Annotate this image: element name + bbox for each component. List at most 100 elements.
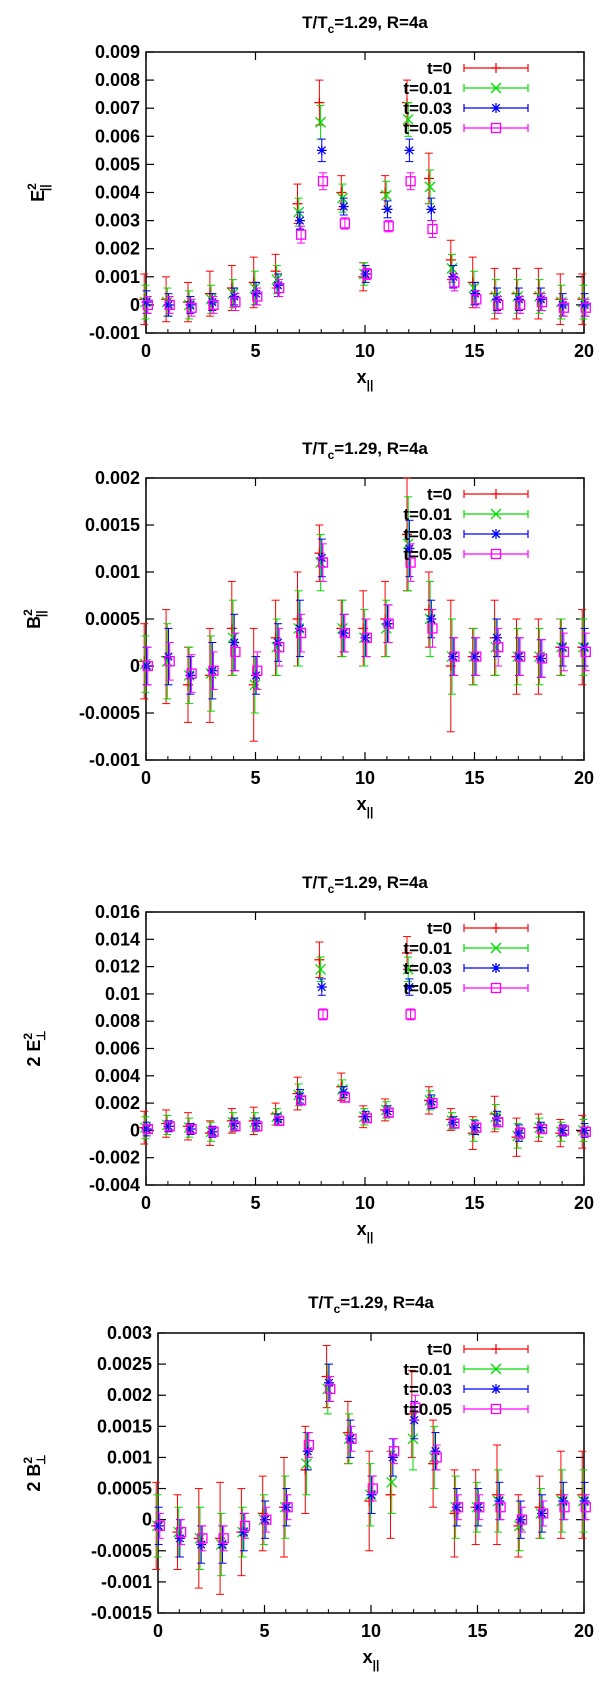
x-tick-label: 15 bbox=[464, 341, 484, 361]
data-point bbox=[163, 1121, 174, 1132]
x-tick-label: 0 bbox=[141, 341, 151, 361]
data-point bbox=[494, 1496, 505, 1506]
y-tick-label: -0.0005 bbox=[91, 1541, 152, 1561]
data-point bbox=[405, 557, 416, 568]
series-2 bbox=[139, 102, 589, 320]
x-tick-label: 5 bbox=[250, 768, 260, 788]
data-point bbox=[446, 262, 458, 274]
data-point bbox=[301, 1458, 312, 1470]
legend-label: t=0.05 bbox=[403, 979, 452, 998]
data-point bbox=[449, 651, 460, 662]
data-point bbox=[208, 665, 219, 676]
legend-label: t=0.03 bbox=[403, 525, 452, 544]
data-point bbox=[427, 223, 438, 235]
data-point bbox=[164, 1121, 175, 1132]
data-point bbox=[324, 1377, 334, 1388]
legend-marker bbox=[490, 82, 502, 94]
legend-label: t=0.01 bbox=[403, 505, 452, 524]
data-point bbox=[495, 1502, 506, 1513]
y-tick-label: 0.01 bbox=[105, 984, 140, 1004]
y-tick-label: 0.001 bbox=[107, 1447, 152, 1467]
y-tick-label: 0.016 bbox=[95, 902, 140, 922]
data-point bbox=[315, 116, 327, 128]
data-point bbox=[174, 1533, 185, 1544]
legend-marker bbox=[490, 1403, 502, 1415]
data-point bbox=[317, 176, 329, 187]
data-point bbox=[339, 627, 351, 639]
data-point bbox=[430, 1446, 441, 1457]
chart-title: T/Tc=1.29, R=4a bbox=[308, 1293, 434, 1316]
data-point bbox=[449, 277, 460, 288]
legend-marker bbox=[491, 923, 501, 933]
data-point bbox=[261, 1514, 272, 1525]
data-point bbox=[431, 1452, 442, 1463]
legend-marker bbox=[490, 942, 502, 954]
legend-marker bbox=[491, 63, 501, 73]
data-point bbox=[339, 1092, 351, 1103]
chart-panel-1: T/Tc=1.29, R=4a-0.00100.0010.0020.0030.0… bbox=[25, 13, 594, 392]
data-point bbox=[426, 614, 437, 624]
y-tick-label: 0.002 bbox=[95, 468, 140, 488]
data-point bbox=[361, 268, 372, 280]
data-point bbox=[295, 627, 307, 639]
x-tick-label: 0 bbox=[153, 1621, 163, 1641]
legend-marker bbox=[491, 529, 501, 539]
legend-label: t=0.05 bbox=[403, 1400, 452, 1419]
chart-panel-3: T/Tc=1.29, R=4a -0.004 -0.002 0 0.002 0.004 0.… bbox=[21, 873, 594, 1244]
data-point bbox=[295, 1095, 307, 1106]
legend: t=0t=0.01t=0.03t=0.05 bbox=[403, 1340, 529, 1419]
data-point bbox=[449, 1118, 460, 1129]
data-point bbox=[142, 299, 153, 311]
series-3 bbox=[141, 978, 590, 1142]
data-point bbox=[303, 1439, 315, 1451]
data-point bbox=[493, 299, 504, 311]
y-axis-label: 2 B2⊥ bbox=[21, 1454, 48, 1491]
data-point bbox=[383, 618, 394, 629]
data-point bbox=[207, 297, 218, 308]
data-point bbox=[229, 1118, 240, 1129]
legend-label: t=0.01 bbox=[403, 79, 452, 98]
x-tick-label: 15 bbox=[464, 1193, 484, 1213]
y-tick-label: -0.001 bbox=[101, 1572, 152, 1592]
y-tick-label: 0 bbox=[130, 295, 140, 315]
y-tick-label: 0 bbox=[130, 1120, 140, 1140]
y-tick-label: -0.001 bbox=[89, 750, 140, 770]
legend-label: t=0.01 bbox=[403, 939, 452, 958]
legend-marker bbox=[491, 1384, 501, 1394]
x-tick-label: 0 bbox=[141, 768, 151, 788]
data-point bbox=[404, 543, 415, 554]
data-point bbox=[580, 1502, 591, 1513]
y-tick-label: -0.001 bbox=[89, 323, 140, 343]
legend-label: t=0.05 bbox=[403, 545, 452, 564]
data-point bbox=[249, 679, 261, 691]
y-tick-label: 0.002 bbox=[95, 239, 140, 259]
data-point bbox=[536, 296, 548, 308]
legend-label: t=0.03 bbox=[403, 1380, 452, 1399]
data-point bbox=[558, 1496, 569, 1506]
y-tick-label: 0.009 bbox=[95, 42, 140, 62]
data-point bbox=[218, 1533, 229, 1544]
data-point bbox=[452, 1502, 464, 1513]
series-4 bbox=[142, 172, 591, 317]
y-tick-label: -0.002 bbox=[89, 1148, 140, 1168]
data-point bbox=[274, 1115, 285, 1126]
y-tick-label: 0.007 bbox=[95, 98, 140, 118]
y-tick-label: 0.003 bbox=[95, 211, 140, 231]
data-point bbox=[229, 637, 240, 648]
data-point bbox=[448, 651, 459, 662]
x-tick-label: 10 bbox=[355, 1193, 375, 1213]
y-tick-label: 0.005 bbox=[95, 154, 140, 174]
y-tick-label: 0.008 bbox=[95, 1011, 140, 1031]
data-point bbox=[366, 1489, 377, 1500]
y-tick-label: 0.012 bbox=[95, 957, 140, 977]
data-point bbox=[361, 632, 372, 643]
chart-title: T/Tc=1.29, R=4a bbox=[302, 873, 428, 896]
data-point bbox=[536, 653, 548, 664]
data-point bbox=[314, 97, 325, 108]
legend-marker bbox=[491, 489, 501, 499]
x-tick-label: 10 bbox=[355, 341, 375, 361]
data-point bbox=[557, 1125, 568, 1136]
x-tick-label: 15 bbox=[467, 1621, 487, 1641]
x-axis-label: x|| bbox=[357, 367, 374, 392]
